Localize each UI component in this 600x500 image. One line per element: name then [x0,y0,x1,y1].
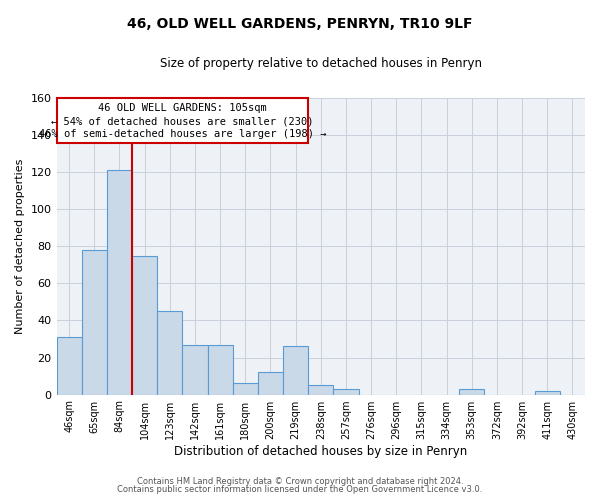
Text: 46% of semi-detached houses are larger (198) →: 46% of semi-detached houses are larger (… [38,129,326,139]
Bar [233,384,258,394]
X-axis label: Distribution of detached houses by size in Penryn: Distribution of detached houses by size … [174,444,467,458]
Bar [459,389,484,394]
Title: Size of property relative to detached houses in Penryn: Size of property relative to detached ho… [160,58,482,70]
Bar [132,256,157,394]
Bar [157,311,182,394]
Bar [334,389,359,394]
Bar [182,344,208,395]
Y-axis label: Number of detached properties: Number of detached properties [15,158,25,334]
Bar [258,372,283,394]
FancyBboxPatch shape [56,98,308,142]
Bar [535,391,560,394]
Text: 46, OLD WELL GARDENS, PENRYN, TR10 9LF: 46, OLD WELL GARDENS, PENRYN, TR10 9LF [127,18,473,32]
Bar [107,170,132,394]
Bar [56,337,82,394]
Bar [283,346,308,395]
Bar [208,344,233,395]
Bar [308,386,334,394]
Text: ← 54% of detached houses are smaller (230): ← 54% of detached houses are smaller (23… [51,116,314,126]
Text: Contains HM Land Registry data © Crown copyright and database right 2024.: Contains HM Land Registry data © Crown c… [137,477,463,486]
Text: 46 OLD WELL GARDENS: 105sqm: 46 OLD WELL GARDENS: 105sqm [98,103,267,113]
Text: Contains public sector information licensed under the Open Government Licence v3: Contains public sector information licen… [118,485,482,494]
Bar [82,250,107,394]
